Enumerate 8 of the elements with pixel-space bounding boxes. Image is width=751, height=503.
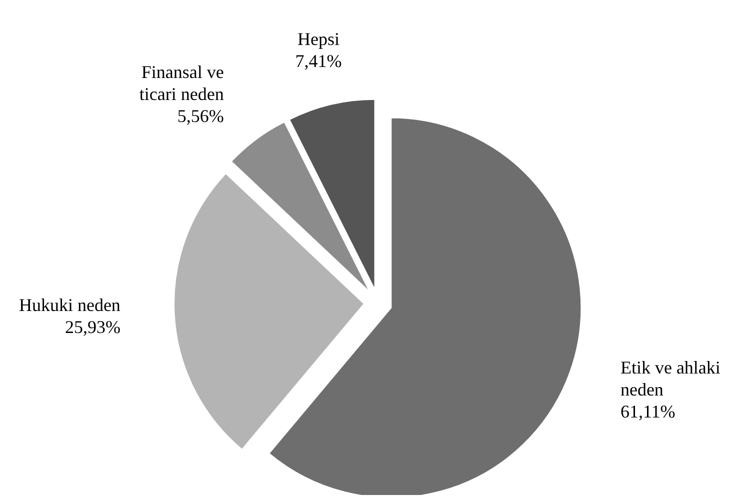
data-label: 61,11%	[620, 401, 676, 422]
slice-label: Etik ve ahlaki neden	[620, 357, 720, 400]
data-label: 5,56%	[177, 106, 224, 126]
data-label: 7,41%	[295, 51, 342, 72]
slice-label: Hepsi	[297, 29, 340, 50]
data-label: 25,93%	[64, 317, 120, 338]
slice-label: Finansal ve ticari neden	[139, 62, 224, 104]
slice-label: Hukuki neden	[18, 295, 120, 316]
